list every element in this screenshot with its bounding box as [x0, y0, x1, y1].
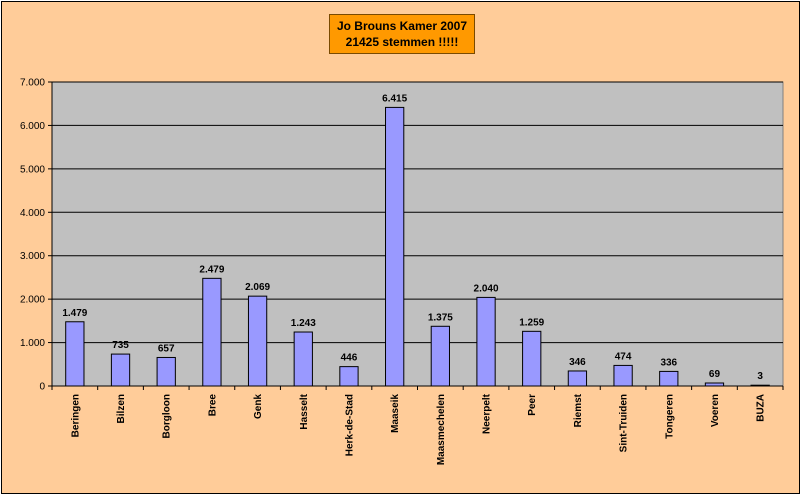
category-label: BUZA [756, 394, 767, 422]
data-label: 1.375 [428, 312, 453, 323]
bar-maasmechelen [430, 325, 450, 387]
category-label: Sint-Truiden [619, 394, 630, 452]
chart-title-line-1: Jo Brouns Kamer 2007 [336, 19, 468, 33]
data-label: 69 [709, 369, 721, 380]
bar-maaseik [385, 106, 405, 387]
bar-borgloon [156, 356, 176, 387]
y-tick-label: 3.000 [20, 251, 45, 262]
data-labels: 1.479 735 657 2.479 2.069 1.243 446 6.415 1.375 2… [62, 93, 763, 382]
data-label: 657 [158, 343, 175, 354]
data-label: 735 [112, 340, 129, 351]
gridlines [52, 81, 783, 344]
y-tick-label: 4.000 [20, 208, 45, 219]
data-label: 1.479 [62, 308, 87, 319]
bar-bree [202, 277, 222, 387]
data-label: 1.259 [519, 317, 544, 328]
data-label: 1.243 [291, 318, 316, 329]
bar-neerpelt [476, 296, 496, 387]
category-label: Hasselt [299, 393, 310, 429]
bar-riemst [567, 370, 588, 387]
category-label: Riemst [573, 393, 584, 427]
y-tick-label: 6.000 [20, 121, 45, 132]
bar-beringen [65, 321, 85, 387]
data-label: 3 [757, 371, 763, 382]
data-label: 2.040 [474, 283, 499, 294]
data-label: 346 [569, 357, 586, 368]
category-label: Neerpelt [482, 393, 493, 434]
y-tick-label: 2.000 [20, 295, 45, 306]
y-tick-label: 1.000 [20, 338, 45, 349]
category-label: Tongeren [664, 394, 675, 439]
chart-title-line-2: 21425 stemmen !!!!! [345, 35, 459, 49]
axes: 0 1.000 2.000 3.000 4.000 5.000 6.000 7.000 [20, 78, 784, 393]
category-labels: Beringen Bilzen Borgloon Bree Genk Hasselt Her… [70, 393, 766, 465]
chart-title: Jo Brouns Kamer 2007 21425 stemmen !!!!! [329, 14, 475, 54]
category-label: Beringen [70, 394, 81, 437]
y-tick-label: 7.000 [20, 78, 45, 89]
category-label: Voeren [710, 394, 721, 427]
category-label: Bree [207, 394, 218, 417]
y-tick-label: 0 [39, 382, 45, 393]
data-label: 6.415 [382, 93, 407, 104]
category-label: Maasmechelen [436, 394, 447, 465]
bars [65, 106, 770, 387]
bar-hasselt [293, 331, 313, 387]
bar-bilzen [110, 353, 131, 387]
data-label: 2.479 [199, 264, 224, 275]
category-label: Maaseik [390, 394, 401, 433]
data-label: 336 [660, 357, 677, 368]
data-label: 474 [615, 351, 632, 362]
bar-voeren [704, 382, 725, 387]
bar-tongeren [659, 370, 679, 387]
category-label: Genk [253, 394, 264, 419]
bar-peer [522, 330, 542, 387]
category-label: Peer [527, 394, 538, 416]
bar-genk [247, 295, 268, 387]
y-tick-label: 5.000 [20, 164, 45, 175]
category-label: Bilzen [116, 394, 127, 423]
category-label: Herk-de-Stad [344, 394, 355, 456]
data-label: 446 [341, 353, 358, 364]
bar-herk-de-stad [339, 366, 359, 387]
bar-sint-truiden [613, 364, 633, 387]
bar-buza [750, 384, 770, 387]
plot-area [51, 81, 784, 387]
data-label: 2.069 [245, 282, 270, 293]
category-label: Borgloon [162, 394, 173, 438]
